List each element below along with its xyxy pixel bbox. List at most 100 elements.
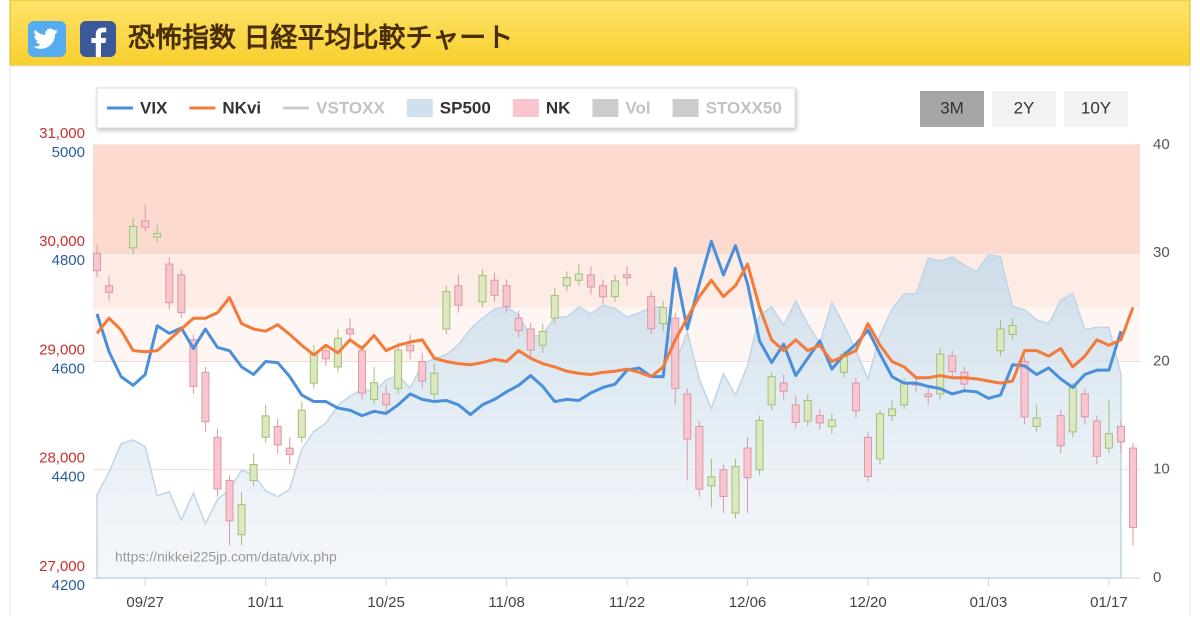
legend-swatch — [672, 99, 699, 117]
legend-label[interactable]: SP500 — [440, 98, 491, 117]
legend-swatch — [512, 99, 539, 117]
legend-label[interactable]: VSTOXX — [316, 98, 385, 117]
y-tick-label: 28,000 — [39, 450, 85, 467]
candle-body — [671, 317, 680, 389]
candle-body — [406, 344, 415, 352]
candle-body — [514, 317, 523, 332]
candle-body — [177, 274, 186, 314]
y3-tick-label: 5000 — [52, 144, 85, 161]
candle-body — [851, 382, 860, 412]
y2-tick-label: 10 — [1153, 461, 1170, 478]
line-series — [95, 262, 1135, 385]
candle-body — [1092, 420, 1101, 457]
candle-body — [490, 279, 499, 296]
candle-body — [478, 275, 487, 303]
candle-body — [237, 504, 246, 536]
candle-body — [1116, 425, 1125, 443]
x-tick-label: 12/20 — [849, 594, 887, 611]
candle-body — [827, 419, 836, 427]
x-tick-label: 11/22 — [609, 594, 645, 611]
candle-body — [550, 295, 559, 319]
candle-body — [647, 296, 656, 330]
range-button-label[interactable]: 3M — [940, 98, 964, 117]
candle-body — [249, 464, 258, 482]
legend-label[interactable]: NK — [546, 98, 571, 117]
risk-zone — [93, 145, 1140, 254]
candle-body — [1129, 447, 1137, 528]
candle-body — [538, 331, 547, 346]
candle-body — [888, 408, 897, 417]
legend-label[interactable]: VIX — [140, 98, 168, 117]
candle-body — [394, 349, 403, 390]
facebook-icon[interactable] — [80, 21, 116, 57]
candle-body — [213, 436, 222, 490]
y-tick-label: 29,000 — [39, 341, 85, 358]
candle-body — [659, 306, 668, 325]
range-button-label[interactable]: 2Y — [1014, 98, 1035, 117]
candle-body — [165, 263, 174, 304]
candle-body — [153, 232, 162, 238]
x-tick-label: 01/03 — [970, 594, 1008, 611]
candle-body — [996, 328, 1005, 352]
y2-tick-label: 0 — [1153, 569, 1161, 586]
candle-body — [863, 436, 872, 478]
candle-body — [1056, 415, 1065, 447]
candle-body — [273, 425, 282, 446]
candle-body — [105, 285, 114, 293]
candle-body — [261, 415, 270, 438]
plot-area — [93, 144, 1140, 586]
range-button-label[interactable]: 10Y — [1081, 98, 1111, 117]
legend-swatch — [592, 99, 619, 117]
candle-body — [442, 290, 451, 330]
legend-swatch — [406, 99, 433, 117]
candle-body — [1104, 433, 1113, 449]
candle-body — [358, 350, 367, 394]
candle-body — [936, 353, 945, 395]
y-tick-label: 27,000 — [39, 558, 85, 575]
candle-body — [309, 353, 318, 384]
watermark: https://nikkei225jp.com/data/vix.php — [115, 549, 337, 565]
header-bar — [9, 0, 1191, 67]
range-button[interactable] — [992, 91, 1056, 127]
candle-body — [586, 274, 595, 288]
y3-tick-label: 4200 — [52, 577, 85, 594]
candle-body — [189, 339, 198, 387]
candle-body — [623, 274, 632, 279]
candle-body — [345, 328, 354, 335]
range-button[interactable] — [1064, 91, 1128, 127]
legend-label[interactable]: STOXX50 — [706, 98, 782, 117]
candle-body — [791, 404, 800, 423]
line-series — [95, 239, 1123, 418]
legend: VIX NKvi VSTOXX SP500 NK Vol STOXX50 — [107, 98, 782, 117]
candle-body — [430, 372, 439, 395]
twitter-icon[interactable] — [28, 21, 66, 57]
candle-body — [129, 225, 138, 249]
candle-body — [93, 252, 101, 272]
candle-body — [719, 469, 728, 497]
candle-body — [803, 399, 812, 422]
y3-tick-label: 4800 — [52, 252, 85, 269]
candle-body — [418, 361, 427, 382]
candle-body — [900, 382, 909, 406]
candle-body — [815, 415, 824, 424]
legend-label[interactable]: NKvi — [222, 98, 261, 117]
y2-tick-label: 30 — [1153, 244, 1170, 261]
candle-body — [948, 355, 957, 373]
candle-body — [779, 382, 788, 392]
candle-body — [201, 371, 210, 423]
candle-body — [1008, 325, 1017, 335]
y-tick-label: 31,000 — [39, 125, 85, 142]
x-tick-label: 01/17 — [1090, 594, 1128, 611]
candle-body — [297, 409, 306, 438]
candle-body — [321, 350, 330, 360]
candle-body — [598, 285, 607, 298]
candle-body — [876, 413, 885, 460]
x-tick-label: 10/11 — [247, 594, 283, 611]
legend-label[interactable]: Vol — [625, 98, 650, 117]
candle-body — [141, 220, 150, 228]
y-tick-label: 30,000 — [39, 233, 85, 250]
candle-body — [1068, 386, 1077, 433]
range-button[interactable] — [920, 91, 984, 127]
